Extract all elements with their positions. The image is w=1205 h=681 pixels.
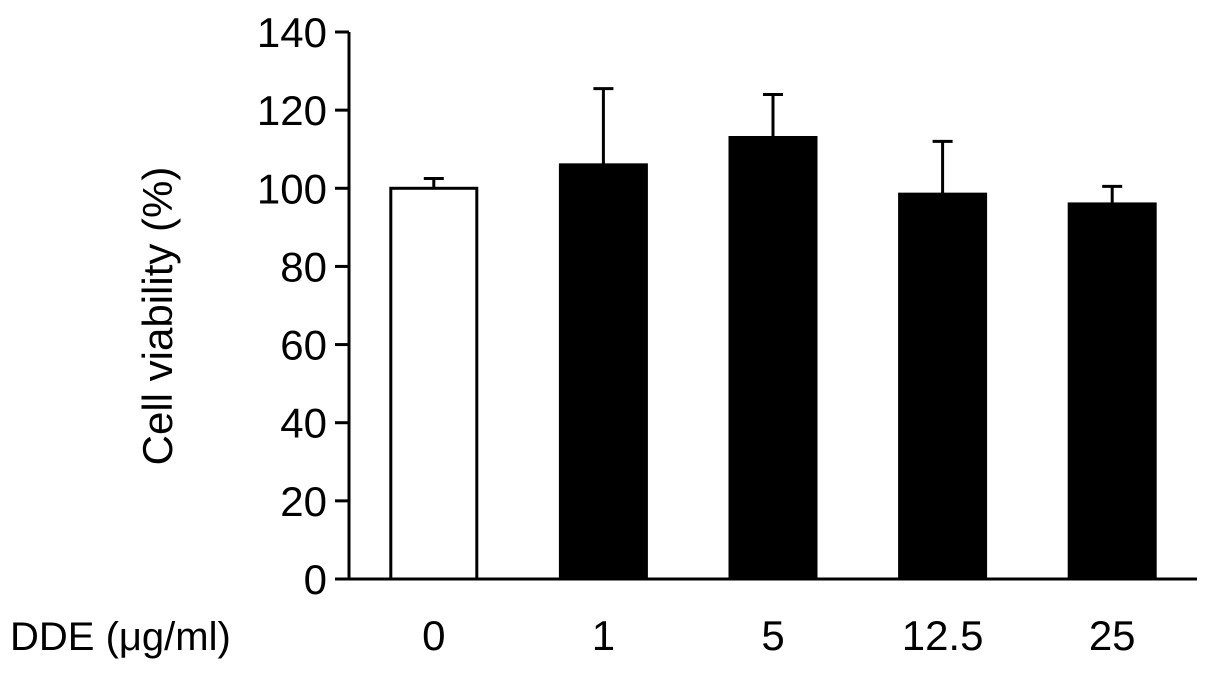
- y-axis-title: Cell viability (%): [134, 167, 181, 466]
- y-ticks: 0 20 40 60 80 100 120 140: [257, 9, 349, 603]
- y-tick-label: 100: [257, 165, 327, 212]
- y-tick-label: 120: [257, 87, 327, 134]
- y-tick-label: 20: [280, 478, 327, 525]
- y-tick-label: 40: [280, 400, 327, 447]
- y-tick-label: 0: [304, 556, 327, 603]
- y-tick-label: 140: [257, 9, 327, 56]
- x-tick-label: 1: [592, 612, 615, 659]
- x-tick-label: 12.5: [902, 612, 984, 659]
- bar-25: [1067, 202, 1157, 581]
- y-tick-label: 60: [280, 322, 327, 369]
- bars: [389, 135, 1157, 581]
- error-bars: [423, 87, 1123, 204]
- bar-1: [558, 163, 648, 581]
- x-axis-title: DDE (μg/ml): [10, 615, 231, 659]
- x-tick-label: 0: [422, 612, 445, 659]
- x-tick-labels: 0 1 5 12.5 25: [422, 612, 1135, 659]
- x-tick-label: 5: [761, 612, 784, 659]
- bar-5: [728, 135, 818, 581]
- x-tick-label: 25: [1089, 612, 1136, 659]
- y-tick-label: 80: [280, 243, 327, 290]
- bar-12-5: [898, 192, 988, 581]
- bar-0: [389, 186, 479, 581]
